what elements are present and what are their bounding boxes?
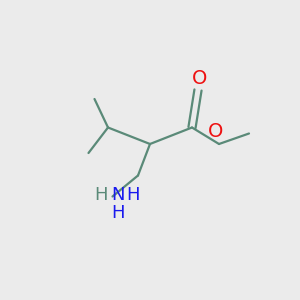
Text: O: O	[192, 69, 207, 88]
Text: O: O	[208, 122, 224, 142]
Text: H: H	[127, 186, 140, 204]
Text: N: N	[111, 186, 125, 204]
Text: H: H	[94, 186, 107, 204]
Text: H: H	[111, 204, 125, 222]
